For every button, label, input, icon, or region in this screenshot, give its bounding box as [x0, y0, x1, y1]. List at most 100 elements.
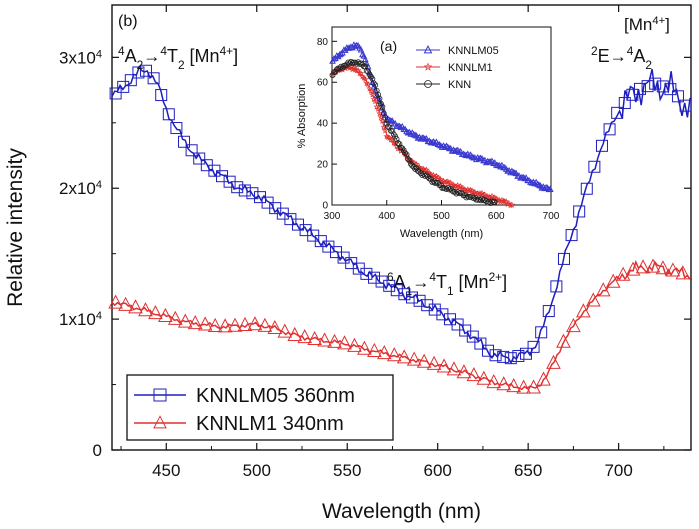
data-point [386, 347, 402, 362]
data-point [456, 364, 472, 379]
inset-data-point [449, 187, 456, 194]
data-point [633, 82, 646, 95]
data-point [580, 182, 593, 195]
data-point [307, 330, 322, 346]
label-part: ] [233, 46, 238, 66]
inset-data-point [379, 103, 386, 110]
inset-data-point [531, 179, 539, 187]
label-part: 2 [645, 58, 652, 72]
label-part: 1 [447, 284, 454, 298]
series-square [109, 64, 692, 365]
inset-legend-entry: KNNLM1 [448, 62, 493, 74]
data-point [516, 379, 531, 394]
inset-data-point [389, 128, 396, 134]
data-point [557, 252, 570, 265]
inset-data-point [396, 141, 403, 147]
y-tick-label: 3x104 [59, 48, 102, 67]
label-part: E [598, 46, 610, 66]
data-point [297, 329, 313, 344]
inset-data-point [477, 197, 484, 204]
data-point [519, 347, 532, 360]
data-point [506, 378, 522, 393]
inset-plot: 300 400 500 600 700 0 20 40 60 80 Wavelength (nm)%… [296, 26, 560, 240]
inset-data-point [407, 130, 415, 137]
inset-data-point [490, 159, 497, 167]
data-point [512, 349, 525, 362]
data-point [246, 187, 259, 200]
data-point [641, 80, 654, 93]
data-point [177, 313, 193, 328]
data-point [375, 275, 388, 288]
label-part: T [436, 272, 447, 292]
inset-data-point [346, 60, 353, 67]
label-part: 2 [591, 44, 598, 58]
y-tick-base: 3x10 [59, 48, 96, 67]
data-point [671, 90, 684, 103]
inset-y-tick-label: 40 [317, 119, 329, 130]
data-point [360, 267, 373, 280]
annotation-a2t2: 4A2→4T2 [Mn4+] [118, 44, 238, 72]
y-tick-exp: 4 [96, 48, 102, 60]
legend-marker [153, 388, 167, 402]
inset-data-point [378, 100, 384, 107]
data-point [287, 326, 303, 341]
data-point [367, 342, 382, 357]
data-point [436, 308, 449, 321]
data-point [665, 262, 681, 277]
inset-data-point [508, 201, 516, 208]
inset-data-point [352, 59, 359, 66]
inset-data-point [444, 184, 451, 191]
inset-data-point [497, 163, 504, 170]
inset-data-point [534, 180, 541, 187]
data-point [476, 370, 492, 385]
inset-data-point [411, 131, 419, 138]
data-point [347, 337, 362, 352]
inset-data-point [487, 158, 494, 165]
inset-data-point [417, 170, 424, 177]
data-point [565, 229, 578, 242]
inset-data-point [329, 72, 336, 79]
y-tick-base: 1x10 [59, 310, 96, 329]
inset-data-point [386, 124, 393, 131]
y-tick-exp: 4 [96, 310, 102, 322]
inset-data-point [333, 66, 340, 73]
data-point [118, 296, 133, 311]
x-tick-label: 550 [333, 461, 361, 480]
inset-data-point [354, 67, 362, 74]
data-point [459, 324, 472, 337]
inset-data-point [345, 59, 352, 66]
inset-data-point [463, 187, 470, 194]
data-point [197, 316, 213, 331]
data-point [413, 294, 426, 307]
data-point [446, 361, 462, 376]
arrow-glyph: → [412, 273, 429, 292]
data-point [124, 74, 137, 87]
inset-data-point [423, 172, 430, 179]
inset-data-point [479, 195, 485, 202]
inset-x-tick-label: 300 [324, 211, 341, 222]
inset-x-tick-label: 700 [543, 211, 560, 222]
inset-data-point [353, 60, 360, 67]
x-tick-label: 650 [514, 461, 542, 480]
data-point [645, 258, 661, 273]
data-point [398, 288, 411, 301]
data-point [675, 265, 691, 280]
inset-data-point [362, 76, 369, 83]
data-point [635, 259, 651, 274]
data-point [526, 379, 541, 394]
inset-y-tick-label: 0 [322, 201, 328, 212]
inset-data-point [484, 199, 491, 206]
data-point [481, 344, 494, 357]
data-point [155, 89, 168, 102]
data-point [207, 317, 223, 332]
data-point [595, 139, 608, 152]
inset-data-point [463, 194, 470, 201]
data-point [170, 122, 183, 135]
inset-data-point [375, 91, 381, 98]
data-point [406, 351, 422, 366]
data-point [162, 108, 175, 121]
inset-data-point [420, 134, 427, 141]
inset-data-point [393, 136, 400, 142]
data-point [536, 371, 551, 386]
inset-series-circle-open [329, 58, 498, 207]
